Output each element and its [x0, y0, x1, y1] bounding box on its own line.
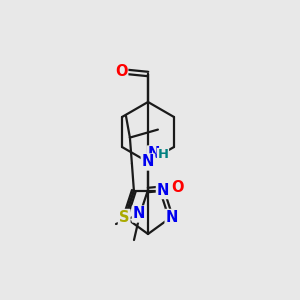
- Text: N: N: [157, 183, 169, 198]
- Text: N: N: [142, 154, 154, 169]
- Text: N: N: [133, 206, 145, 221]
- Text: N: N: [166, 210, 178, 225]
- Text: S: S: [119, 210, 129, 225]
- Text: N: N: [148, 146, 160, 161]
- Text: H: H: [158, 148, 169, 161]
- Text: O: O: [171, 181, 183, 196]
- Text: O: O: [115, 64, 127, 80]
